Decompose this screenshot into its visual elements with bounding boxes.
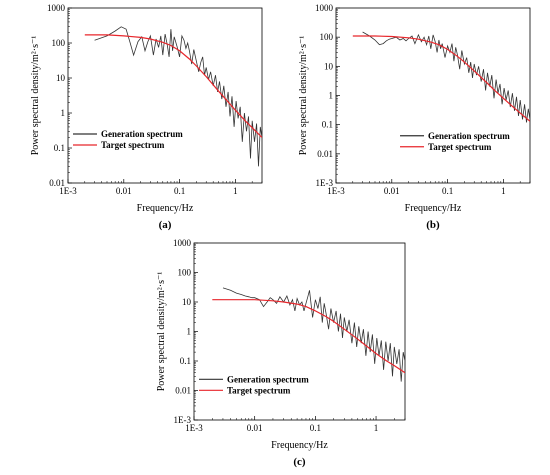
generation-spectrum-line: [362, 31, 530, 123]
legend-label: Target spectrum: [428, 142, 492, 152]
x-axis-label: Frequency/Hz: [405, 203, 462, 214]
target-spectrum-line: [352, 35, 530, 122]
generation-spectrum-line: [222, 287, 405, 382]
x-tick-label: 0.1: [442, 186, 453, 196]
legend-label: Generation spectrum: [227, 374, 309, 384]
y-tick-label: 1E-3: [316, 178, 334, 188]
chart-panel-0: 1E-3 0.01 0.1 10.010.11101001000Generation …: [30, 3, 263, 231]
panel-label: (c): [293, 456, 306, 468]
x-tick-label: 1: [374, 423, 379, 433]
x-tick-label: 1: [501, 186, 506, 196]
x-axis-label: Frequency/Hz: [137, 203, 194, 214]
legend-label: Target spectrum: [227, 385, 291, 395]
x-tick-label: 1E-3: [59, 186, 77, 196]
target-spectrum-line: [84, 34, 262, 138]
y-tick-label: 100: [178, 268, 192, 278]
y-tick-label: 1000: [315, 3, 334, 13]
y-tick-label: 1: [61, 108, 66, 118]
legend-label: Target spectrum: [101, 140, 165, 150]
y-tick-label: 10: [182, 297, 192, 307]
plot-frame: [193, 242, 406, 421]
x-tick-label: 0.1: [310, 423, 321, 433]
y-tick-label: 0.1: [54, 143, 65, 153]
panel-label: (b): [426, 219, 440, 231]
y-tick-label: 10: [324, 61, 334, 71]
x-axis-label: Frequency/Hz: [271, 440, 328, 451]
target-spectrum-line: [212, 299, 405, 374]
x-tick-label: 0.01: [116, 186, 132, 196]
plot-frame: [67, 7, 263, 184]
legend-label: Generation spectrum: [428, 131, 510, 141]
x-tick-label: 1: [233, 186, 238, 196]
y-tick-label: 0.01: [317, 149, 333, 159]
y-axis-label: Power spectral density/m²·s⁻¹: [30, 36, 41, 156]
y-axis-label: Power spectral density/m²·s⁻¹: [298, 36, 309, 156]
y-axis-label: Power spectral density/m²·s⁻¹: [156, 272, 167, 392]
y-tick-label: 1E-3: [174, 415, 192, 425]
panel-label: (a): [159, 219, 172, 231]
generation-spectrum-line: [94, 26, 262, 167]
y-tick-label: 1: [329, 91, 334, 101]
x-tick-label: 1E-3: [185, 423, 203, 433]
y-tick-label: 1000: [47, 3, 66, 13]
y-tick-label: 0.01: [49, 178, 65, 188]
x-tick-label: 1E-3: [327, 186, 345, 196]
x-tick-label: 0.1: [174, 186, 185, 196]
y-tick-label: 10: [56, 73, 66, 83]
y-tick-label: 0.1: [322, 120, 333, 130]
chart-panel-2: 1E-3 0.01 0.1 1 1E-3 0.01 0.1 1 10 100 1000 Generat…: [156, 238, 406, 468]
y-tick-label: 1: [187, 327, 192, 337]
y-tick-label: 100: [52, 38, 66, 48]
y-tick-label: 0.01: [175, 386, 191, 396]
legend-label: Generation spectrum: [101, 129, 183, 139]
y-tick-label: 1000: [173, 238, 192, 248]
y-tick-label: 0.1: [180, 356, 191, 366]
chart-panel-1: 1E-3 0.01 0.1 1 1E-3 0.01 0.1 1 10 100 1000 Generat…: [298, 3, 531, 231]
y-tick-label: 100: [320, 32, 334, 42]
x-tick-label: 0.01: [384, 186, 400, 196]
x-tick-label: 0.01: [247, 423, 263, 433]
